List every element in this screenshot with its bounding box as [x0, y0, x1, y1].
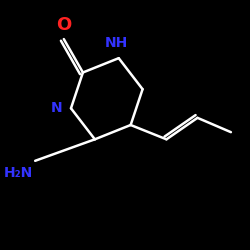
Text: O: O: [56, 16, 72, 34]
Text: NH: NH: [105, 36, 128, 50]
Text: H₂N: H₂N: [4, 166, 33, 179]
Text: N: N: [51, 101, 62, 115]
